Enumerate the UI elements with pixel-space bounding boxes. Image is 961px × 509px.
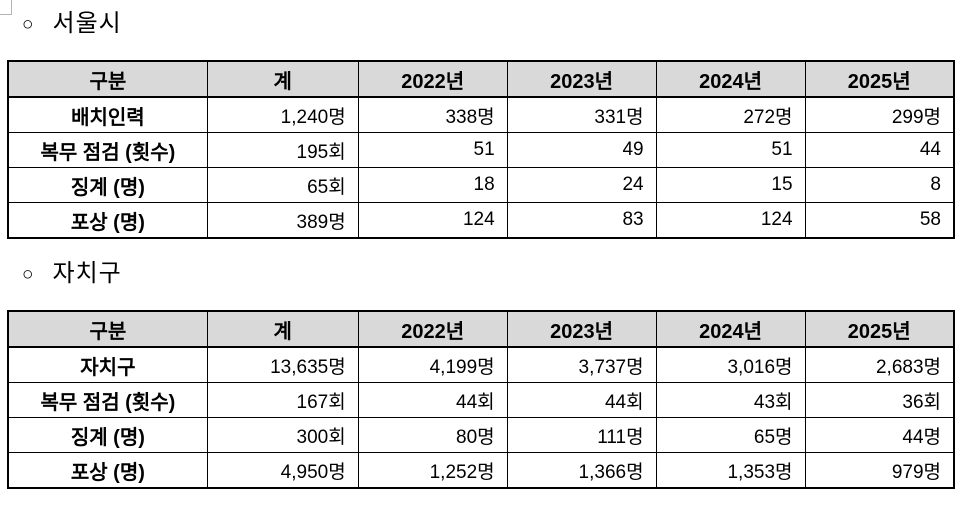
col-header-total: 계 [206, 310, 359, 348]
circle-bullet-icon: ○ [22, 14, 35, 35]
cell-value: 18 [357, 167, 508, 203]
cell-value: 3,737명 [506, 346, 657, 383]
cell-value: 338명 [357, 96, 508, 133]
row-label: 복무 점검 (횟수) [7, 382, 208, 418]
section-title-text: 서울시 [52, 10, 122, 37]
cell-value: 1,366명 [506, 452, 657, 489]
section-title-districts: ○ 자치구 [22, 258, 961, 291]
row-label: 포상 (명) [7, 452, 208, 489]
cell-value: 4,199명 [357, 346, 508, 383]
row-label: 배치인력 [7, 96, 208, 133]
cell-value: 65회 [206, 167, 359, 203]
cell-value: 111명 [506, 417, 657, 453]
cell-value: 44 [804, 132, 955, 168]
cell-value: 44회 [357, 382, 508, 418]
cell-value: 51 [357, 132, 508, 168]
cell-value: 43회 [655, 382, 806, 418]
cell-value: 51 [655, 132, 806, 168]
col-header-2024: 2024년 [655, 60, 806, 98]
cell-value: 8 [804, 167, 955, 203]
col-header-2024: 2024년 [655, 310, 806, 348]
row-label: 징계 (명) [7, 417, 208, 453]
table-header-row: 구분 계 2022년 2023년 2024년 2025년 [7, 310, 955, 348]
section-title-text: 자치구 [52, 260, 122, 287]
section-seoul: ○ 서울시 구분 계 2022년 2023년 2024년 2025년 배치인력 1… [0, 8, 961, 239]
cell-value: 1,252명 [357, 452, 508, 489]
row-label: 자치구 [7, 346, 208, 383]
cell-value: 4,950명 [206, 452, 359, 489]
document-body: ○ 서울시 구분 계 2022년 2023년 2024년 2025년 배치인력 1… [0, 8, 961, 489]
table-row: 징계 (명) 300회 80명 111명 65명 44명 [7, 417, 955, 453]
table-row: 자치구 13,635명 4,199명 3,737명 3,016명 2,683명 [7, 346, 955, 383]
cell-value: 331명 [506, 96, 657, 133]
col-header-2025: 2025년 [804, 60, 955, 98]
table-row: 복무 점검 (횟수) 195회 51 49 51 44 [7, 132, 955, 168]
cell-value: 167회 [206, 382, 359, 418]
cell-value: 2,683명 [804, 346, 955, 383]
cell-value: 979명 [804, 452, 955, 489]
cell-value: 389명 [206, 202, 359, 239]
cell-value: 1,353명 [655, 452, 806, 489]
col-header-2025: 2025년 [804, 310, 955, 348]
cell-value: 300회 [206, 417, 359, 453]
cell-value: 44회 [506, 382, 657, 418]
cell-value: 58 [804, 202, 955, 239]
col-header-category: 구분 [7, 310, 208, 348]
seoul-table: 구분 계 2022년 2023년 2024년 2025년 배치인력 1,240명… [7, 60, 955, 239]
cell-value: 3,016명 [655, 346, 806, 383]
cell-value: 195회 [206, 132, 359, 168]
cell-value: 24 [506, 167, 657, 203]
table-row: 배치인력 1,240명 338명 331명 272명 299명 [7, 96, 955, 133]
cell-value: 65명 [655, 417, 806, 453]
col-header-2022: 2022년 [357, 310, 508, 348]
col-header-category: 구분 [7, 60, 208, 98]
row-label: 포상 (명) [7, 202, 208, 239]
row-label: 징계 (명) [7, 167, 208, 203]
cell-value: 299명 [804, 96, 955, 133]
col-header-2023: 2023년 [506, 60, 657, 98]
circle-bullet-icon: ○ [22, 264, 35, 285]
col-header-2022: 2022년 [357, 60, 508, 98]
cell-value: 80명 [357, 417, 508, 453]
cell-value: 15 [655, 167, 806, 203]
row-label: 복무 점검 (횟수) [7, 132, 208, 168]
cell-value: 124 [655, 202, 806, 239]
cell-value: 1,240명 [206, 96, 359, 133]
cell-value: 13,635명 [206, 346, 359, 383]
section-title-seoul: ○ 서울시 [22, 8, 961, 41]
cell-value: 124 [357, 202, 508, 239]
cell-value: 83 [506, 202, 657, 239]
districts-table: 구분 계 2022년 2023년 2024년 2025년 자치구 13,635명… [7, 310, 955, 489]
cell-value: 49 [506, 132, 657, 168]
cell-value: 44명 [804, 417, 955, 453]
table-row: 징계 (명) 65회 18 24 15 8 [7, 167, 955, 203]
table-row: 복무 점검 (횟수) 167회 44회 44회 43회 36회 [7, 382, 955, 418]
col-header-2023: 2023년 [506, 310, 657, 348]
table-header-row: 구분 계 2022년 2023년 2024년 2025년 [7, 60, 955, 98]
cropped-edge-artifact [0, 0, 12, 15]
cell-value: 272명 [655, 96, 806, 133]
section-districts: ○ 자치구 구분 계 2022년 2023년 2024년 2025년 자치구 13… [0, 258, 961, 489]
table-row: 포상 (명) 4,950명 1,252명 1,366명 1,353명 979명 [7, 452, 955, 489]
table-row: 포상 (명) 389명 124 83 124 58 [7, 202, 955, 239]
col-header-total: 계 [206, 60, 359, 98]
cell-value: 36회 [804, 382, 955, 418]
